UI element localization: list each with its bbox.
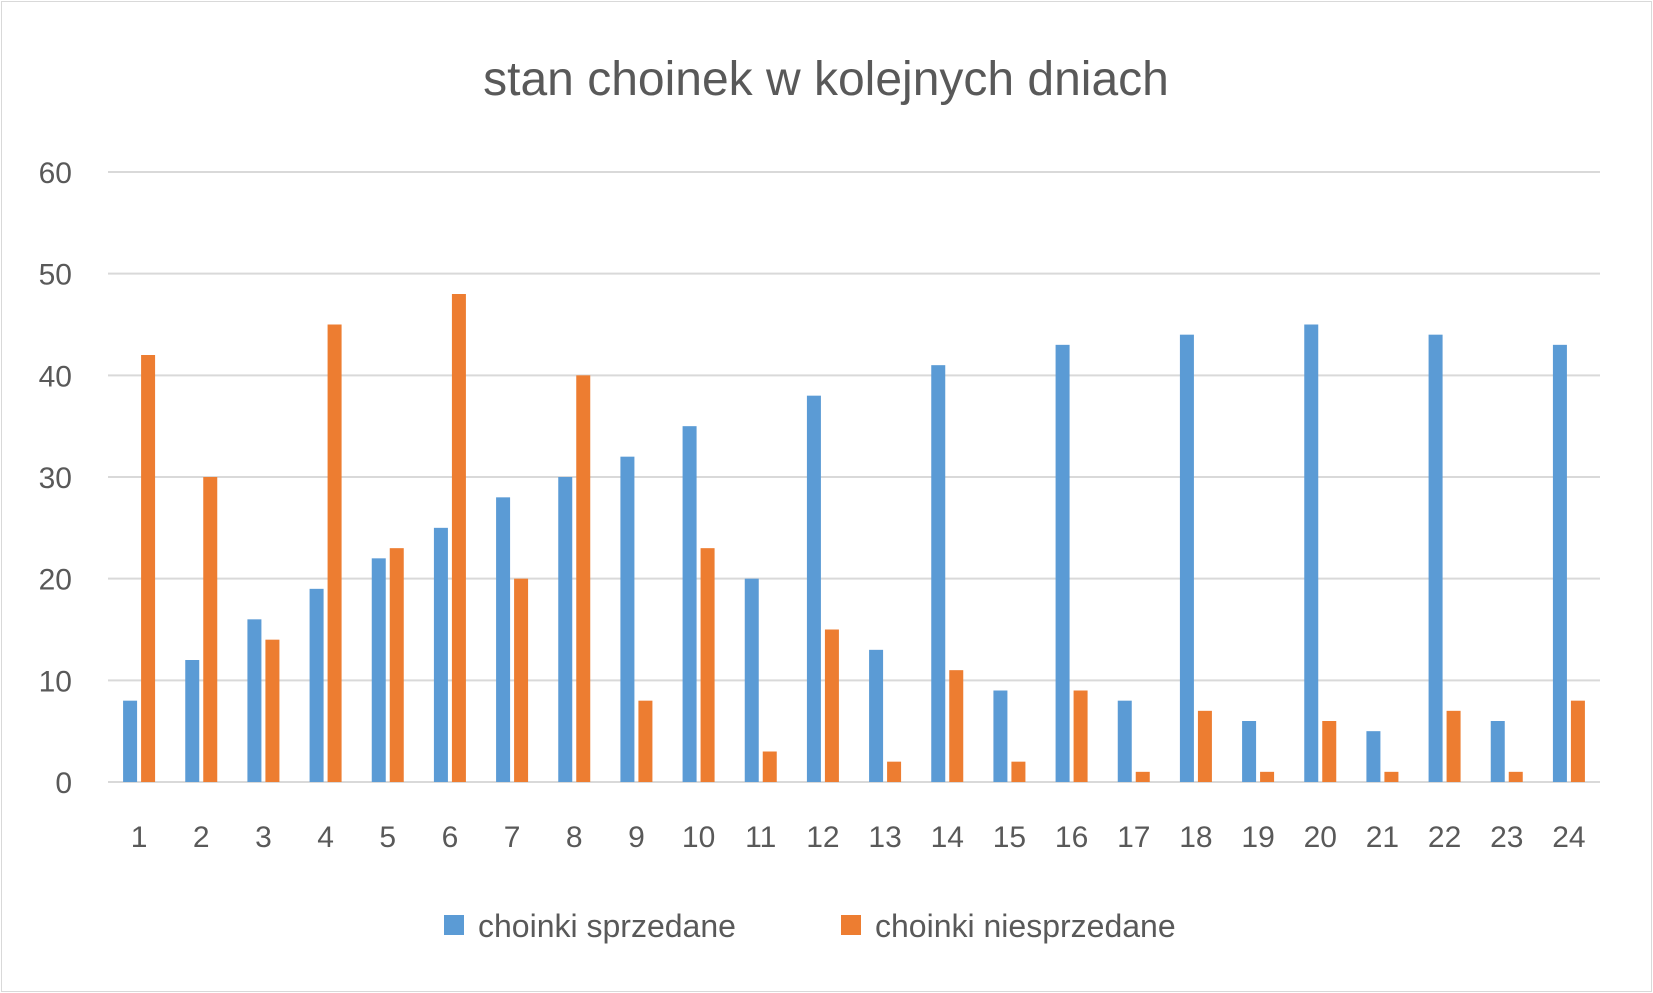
bar-niesprzedane [1570,700,1585,782]
x-tick-label: 8 [566,821,583,854]
x-tick-label: 7 [504,821,521,854]
x-tick-label: 4 [317,821,334,854]
x-tick-label: 13 [868,821,901,854]
bar-sprzedane [309,588,324,782]
y-tick-label: 50 [39,259,72,292]
y-tick-label: 30 [39,462,72,495]
x-tick-label: 16 [1055,821,1088,854]
x-tick-label: 21 [1366,821,1399,854]
bar-niesprzedane [1135,771,1150,782]
y-tick-label: 0 [55,767,72,800]
bar-sprzedane [620,456,635,782]
bar-sprzedane [1366,731,1381,782]
x-tick-label: 20 [1304,821,1337,854]
legend-label: choinki niesprzedane [875,908,1176,944]
bar-sprzedane [744,578,759,782]
bar-niesprzedane [700,548,715,782]
bar-sprzedane [558,477,573,782]
x-tick-label: 3 [255,821,272,854]
bar-niesprzedane [824,629,839,782]
bar-sprzedane [1490,721,1505,782]
bars [123,294,1585,782]
bar-sprzedane [1117,700,1132,782]
bar-sprzedane [1304,324,1319,782]
x-tick-label: 1 [131,821,148,854]
bar-niesprzedane [451,294,466,782]
bar-sprzedane [1552,344,1567,782]
bar-niesprzedane [1260,771,1275,782]
x-tick-label: 10 [682,821,715,854]
bar-niesprzedane [1384,771,1399,782]
x-tick-label: 11 [745,821,776,854]
bar-niesprzedane [327,324,342,782]
bar-niesprzedane [1011,761,1026,782]
bar-sprzedane [682,426,697,782]
x-tick-label: 9 [628,821,645,854]
bar-sprzedane [1179,334,1194,782]
gridlines [108,171,1600,783]
x-tick-label: 6 [442,821,459,854]
bar-niesprzedane [514,578,529,782]
bar-sprzedane [806,395,821,782]
x-tick-label: 22 [1428,821,1461,854]
bar-sprzedane [185,660,200,782]
bar-sprzedane [1055,344,1070,782]
legend-label: choinki sprzedane [478,908,736,944]
y-tick-label: 40 [39,360,72,393]
legend: choinki sprzedane choinki niesprzedane [444,908,1176,944]
x-tick-label: 24 [1552,821,1585,854]
bar-sprzedane [371,558,386,782]
bar-sprzedane [433,527,448,782]
y-tick-label: 10 [39,665,72,698]
y-tick-label: 60 [39,157,72,190]
x-tick-label: 12 [806,821,839,854]
x-tick-label: 2 [193,821,210,854]
bar-niesprzedane [265,639,280,782]
bar-niesprzedane [887,761,902,782]
chart-title: stan choinek w kolejnych dniach [483,53,1169,106]
x-tick-label: 15 [993,821,1026,854]
bar-sprzedane [993,690,1008,782]
bar-niesprzedane [576,375,591,782]
bar-niesprzedane [638,700,653,782]
x-tick-label: 18 [1179,821,1212,854]
bar-sprzedane [931,365,946,782]
bar-niesprzedane [1322,721,1337,782]
x-tick-label: 17 [1117,821,1150,854]
legend-swatch [841,915,861,935]
bar-niesprzedane [1197,710,1212,782]
bar-niesprzedane [203,477,218,782]
bar-niesprzedane [762,751,777,782]
y-axis-ticks: 0 10 20 30 40 50 60 [39,157,72,800]
bar-sprzedane [1428,334,1443,782]
x-tick-label: 14 [931,821,964,854]
bar-niesprzedane [389,548,404,782]
bar-niesprzedane [949,670,964,782]
bar-sprzedane [869,649,884,782]
bar-niesprzedane [141,355,156,782]
x-tick-label: 19 [1241,821,1274,854]
bar-niesprzedane [1508,771,1523,782]
bar-sprzedane [1242,721,1257,782]
bar-sprzedane [496,497,511,782]
x-tick-label: 5 [379,821,396,854]
y-tick-label: 20 [39,564,72,597]
legend-swatch [444,915,464,935]
bar-niesprzedane [1073,690,1088,782]
bar-sprzedane [123,700,138,782]
bar-sprzedane [247,619,262,782]
x-axis-ticks: 1 2 3 4 5 6 7 8 9 10 11 12 13 14 15 16 17 18 19 20 21 22 23 24 [131,821,1586,854]
x-tick-label: 23 [1490,821,1523,854]
bar-niesprzedane [1446,710,1461,782]
